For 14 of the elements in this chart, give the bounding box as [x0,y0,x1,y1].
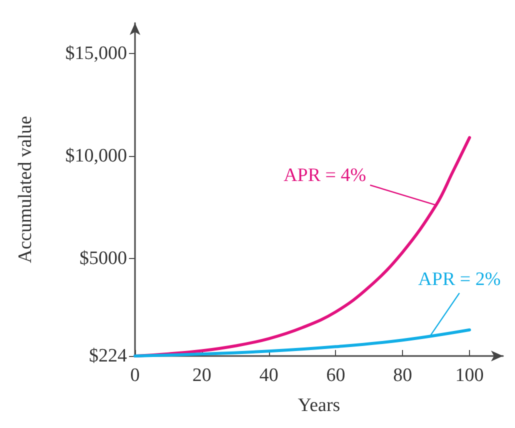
x-tick-label: 100 [455,365,484,386]
annotation: APR = 4% [284,165,366,186]
annotation: APR = 2% [418,269,501,290]
y-tick-label: $224 [89,346,128,366]
x-tick-label: 60 [326,365,346,386]
x-tick-label: 0 [130,365,140,386]
x-tick-label: 20 [192,365,212,386]
x-axis-title: Years [298,395,340,416]
x-tick-label: 80 [393,365,412,386]
x-tick-label: 40 [259,365,278,386]
y-axis-title: Accumulated value [15,116,36,264]
y-tick-label: $15,000 [65,43,127,64]
y-tick-label: $10,000 [65,145,127,166]
y-tick-label: $5000 [80,248,127,269]
